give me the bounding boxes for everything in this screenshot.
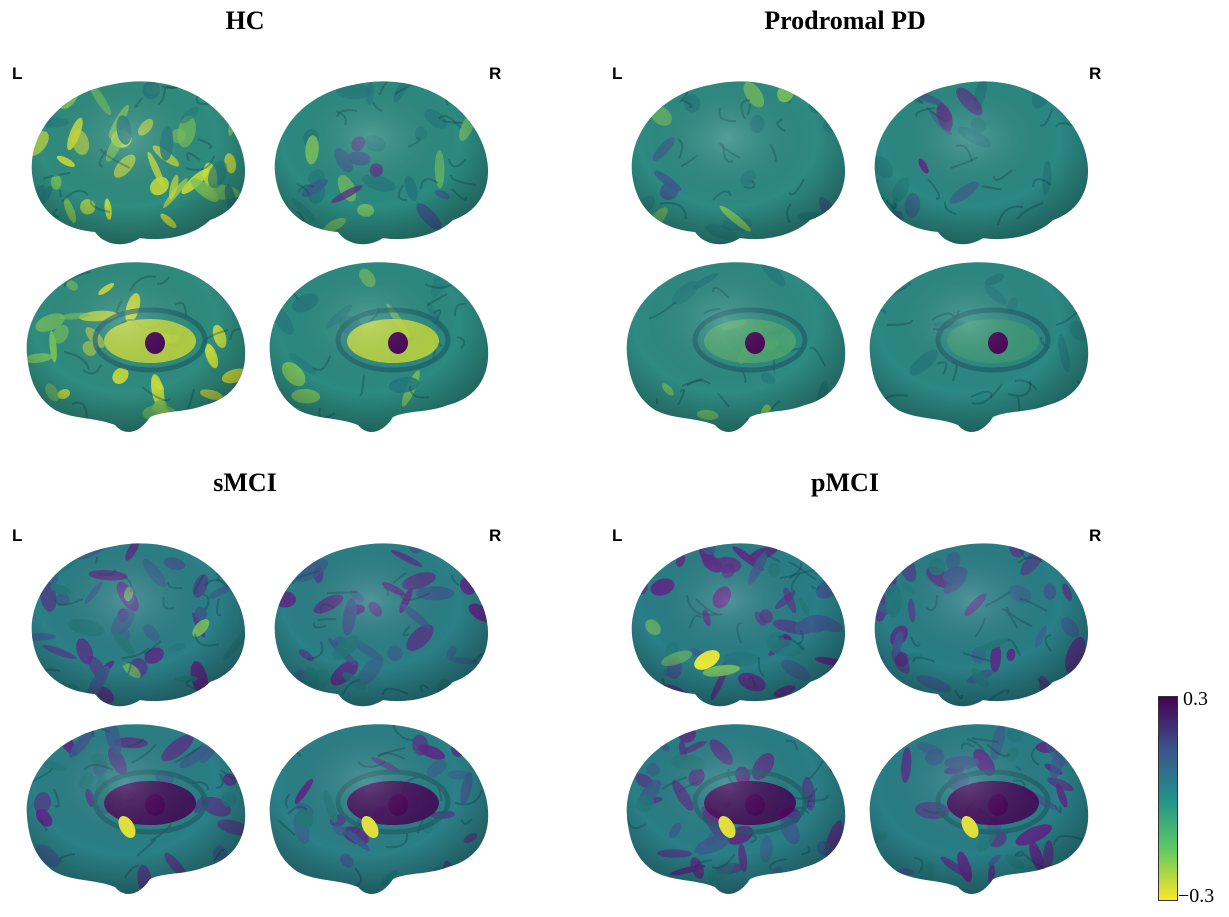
panel-hc: HC L R — [0, 0, 600, 455]
brain-surface — [31, 543, 246, 707]
colorbar-min-label: −0.3 — [1178, 885, 1215, 907]
brain-surface — [274, 543, 489, 707]
panel-pmci: pMCI L R — [600, 462, 1200, 917]
brain-surface — [869, 262, 1089, 432]
panel-title: Prodromal PD — [764, 6, 926, 35]
right-hemisphere-label: R — [1089, 64, 1102, 83]
brain-surface — [626, 724, 846, 894]
panel-title: pMCI — [811, 468, 879, 497]
brain-left-medial — [15, 707, 255, 897]
brain-surface — [31, 81, 246, 245]
right-hemisphere-label: R — [1089, 526, 1102, 545]
brain-surface — [269, 724, 489, 894]
panel-smci: sMCI L R — [0, 462, 600, 917]
brain-left-lateral — [15, 522, 255, 712]
brain-surface — [269, 262, 489, 432]
brain-right-medial — [858, 245, 1098, 435]
colorbar-max-label: 0.3 — [1183, 688, 1208, 710]
brain-surface — [874, 543, 1089, 707]
brain-right-lateral — [858, 522, 1098, 712]
brain-left-lateral — [615, 522, 855, 712]
colorbar — [1158, 696, 1178, 901]
brain-surface — [869, 724, 1089, 894]
brain-right-lateral — [258, 522, 498, 712]
right-hemisphere-label: R — [489, 526, 502, 545]
brain-right-medial — [258, 245, 498, 435]
left-hemisphere-label: L — [612, 64, 623, 83]
brain-surface — [874, 81, 1089, 245]
brain-surface — [631, 543, 846, 707]
brain-surface — [626, 262, 846, 432]
panel-title: sMCI — [213, 468, 277, 497]
brain-right-medial — [258, 707, 498, 897]
brain-left-lateral — [15, 60, 255, 250]
brain-left-medial — [615, 707, 855, 897]
left-hemisphere-label: L — [12, 526, 23, 545]
left-hemisphere-label: L — [12, 64, 23, 83]
panel-prodromal-pd: Prodromal PD L R — [600, 0, 1200, 455]
brain-surface — [274, 81, 489, 245]
brain-left-lateral — [615, 60, 855, 250]
brain-left-medial — [615, 245, 855, 435]
brain-surface — [631, 81, 846, 245]
brain-right-lateral — [858, 60, 1098, 250]
brain-left-medial — [15, 245, 255, 435]
right-hemisphere-label: R — [489, 64, 502, 83]
left-hemisphere-label: L — [612, 526, 623, 545]
brain-surface — [26, 724, 246, 894]
panel-title: HC — [225, 6, 265, 35]
brain-surface — [26, 262, 246, 432]
brain-right-lateral — [258, 60, 498, 250]
brain-right-medial — [858, 707, 1098, 897]
